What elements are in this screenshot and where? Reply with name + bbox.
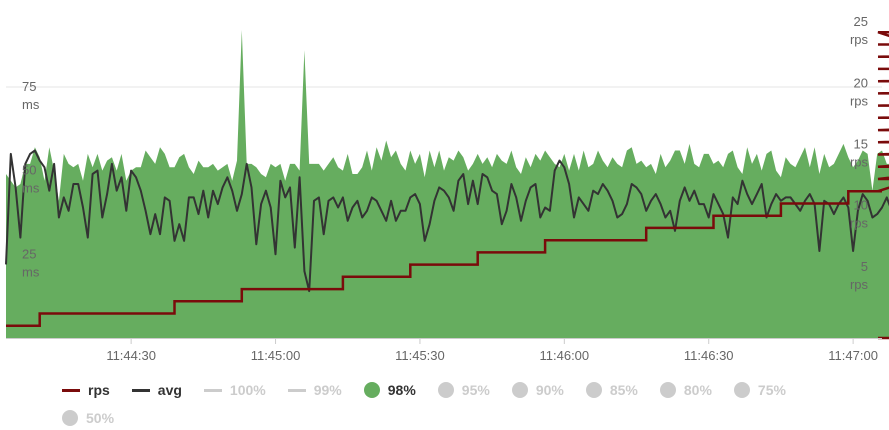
legend-dot-icon <box>511 382 528 398</box>
legend-label: rps <box>88 382 110 398</box>
latency-rps-chart: 11:44:30 11:45:00 11:45:30 11:46:00 11:46:30… <box>5 14 889 363</box>
legend-item-avg[interactable]: avg <box>131 378 182 402</box>
legend-item-p75[interactable]: 75% <box>733 378 786 402</box>
line-layer <box>5 30 889 340</box>
legend-label: 95% <box>461 382 490 398</box>
legend-item-rps[interactable]: rps <box>62 378 110 402</box>
y-right-tick-label: 25 <box>854 14 868 29</box>
y-right-tick-label: 5 <box>861 259 868 274</box>
legend-item-p80[interactable]: 80% <box>659 378 712 402</box>
series-rps-line <box>6 30 889 340</box>
x-tick-label: 11:45:00 <box>251 348 301 363</box>
legend-line-icon <box>62 388 80 392</box>
area-layer <box>6 30 889 338</box>
y-left-tick-unit: ms <box>22 264 40 279</box>
legend-line-icon <box>131 388 150 392</box>
y-right-tick-unit: rps <box>850 32 869 47</box>
y-right-tick-unit: rps <box>850 155 869 170</box>
legend-line-icon <box>287 388 306 392</box>
x-tick-label: 11:46:00 <box>540 348 590 363</box>
legend-item-p98[interactable]: 98% <box>363 378 416 402</box>
legend-dot-icon <box>437 382 454 398</box>
legend-label: 50% <box>86 410 115 426</box>
chart-legend: rps avg 100% 99% 98% 95% 90% 85% 80% 75% 50% <box>62 378 862 430</box>
y-right-tick-unit: rps <box>850 277 869 292</box>
x-tick-label: 11:45:30 <box>395 348 445 363</box>
y-left-tick-unit: ms <box>22 97 40 112</box>
legend-dot-icon <box>62 410 78 426</box>
legend-label: 85% <box>609 382 638 398</box>
series-avg-line <box>5 149 889 293</box>
series-98pct-area <box>6 30 889 338</box>
y-left-tick-unit: ms <box>22 181 40 196</box>
y-right-tick-label: 10 <box>854 198 868 213</box>
legend-label: 100% <box>229 382 266 398</box>
axis-layer: 11:44:30 11:45:00 11:45:30 11:46:00 11:46:30… <box>6 14 882 363</box>
legend-item-p95[interactable]: 95% <box>437 378 490 402</box>
legend-dot-icon <box>363 382 380 398</box>
legend-label: 99% <box>313 382 342 398</box>
legend-item-p99[interactable]: 99% <box>287 378 342 402</box>
y-left-tick-label: 75 <box>22 79 36 94</box>
legend-item-p50[interactable]: 50% <box>62 406 114 430</box>
legend-label: 80% <box>683 382 712 398</box>
legend-item-p90[interactable]: 90% <box>511 378 564 402</box>
legend-line-icon <box>203 388 222 392</box>
x-tick-label: 11:47:00 <box>828 348 878 363</box>
y-left-tick-label: 25 <box>22 246 36 261</box>
x-tick-label: 11:46:30 <box>684 348 734 363</box>
legend-dot-icon <box>733 382 750 398</box>
legend-label: avg <box>157 382 182 398</box>
y-right-tick-label: 15 <box>854 137 868 152</box>
legend-label: 98% <box>387 382 416 398</box>
legend-label: 75% <box>757 382 786 398</box>
legend-dot-icon <box>585 382 602 398</box>
x-tick-label: 11:44:30 <box>106 348 156 363</box>
y-right-tick-label: 20 <box>854 75 868 90</box>
legend-item-p85[interactable]: 85% <box>585 378 638 402</box>
legend-dot-icon <box>659 382 676 398</box>
legend-label: 90% <box>535 382 564 398</box>
y-right-tick-unit: rps <box>850 216 869 231</box>
legend-item-p100[interactable]: 100% <box>203 378 266 402</box>
y-right-tick-unit: rps <box>850 93 869 108</box>
y-left-tick-label: 50 <box>22 163 36 178</box>
